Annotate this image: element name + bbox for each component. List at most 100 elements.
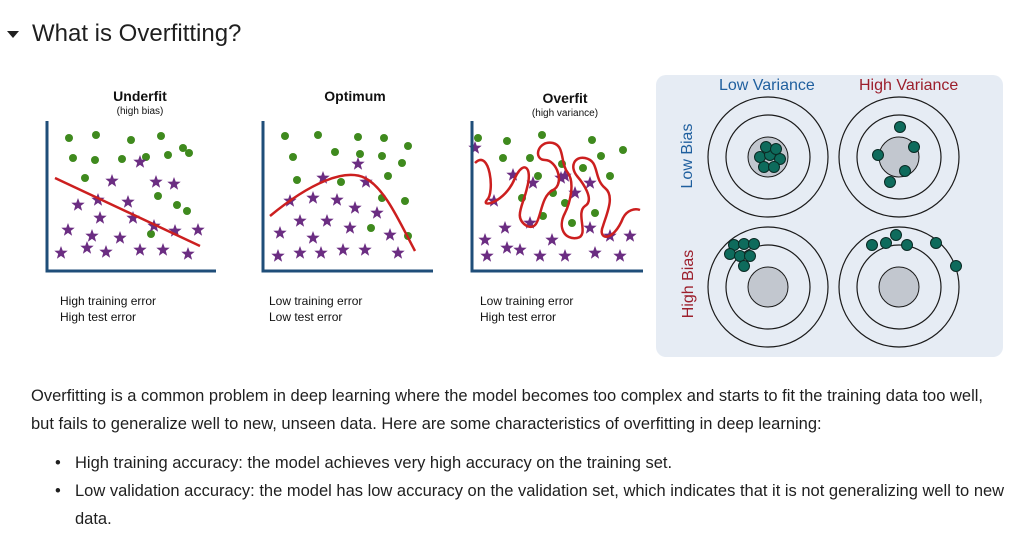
target-hit-dot — [724, 248, 736, 260]
data-star — [306, 191, 320, 204]
data-star — [181, 247, 195, 260]
data-dot — [591, 209, 599, 217]
data-dot — [354, 133, 362, 141]
plot-points — [271, 131, 412, 262]
data-dot — [142, 153, 150, 161]
target-hit-dot — [768, 161, 780, 173]
data-dot — [499, 154, 507, 162]
section-header[interactable]: What is Overfitting? — [0, 14, 241, 54]
data-dot — [503, 137, 511, 145]
data-dot — [356, 150, 364, 158]
data-dot — [154, 192, 162, 200]
data-star — [167, 177, 181, 190]
data-star — [61, 223, 75, 236]
data-dot — [185, 149, 193, 157]
data-star — [126, 211, 140, 224]
data-dot — [157, 132, 165, 140]
data-star — [500, 241, 514, 254]
data-star — [558, 249, 572, 262]
data-star — [523, 216, 537, 229]
data-star — [343, 221, 357, 234]
data-star — [121, 195, 135, 208]
data-dot — [337, 178, 345, 186]
fit-curve — [269, 173, 417, 252]
data-star — [358, 243, 372, 256]
data-star — [623, 229, 637, 242]
data-star — [99, 245, 113, 258]
target-hit-dot — [748, 238, 760, 250]
data-star — [480, 249, 494, 262]
target-hit-dot — [880, 237, 892, 249]
list-item: Low validation accuracy: the model has l… — [55, 477, 1005, 533]
data-star — [85, 229, 99, 242]
data-dot — [173, 201, 181, 209]
data-star — [568, 186, 582, 199]
data-star — [105, 174, 119, 187]
data-dot — [404, 142, 412, 150]
axes — [470, 121, 643, 273]
data-dot — [378, 152, 386, 160]
bias-variance-diagram: Low Variance High Variance Low Bias High… — [656, 75, 1003, 357]
target-hit-dot — [930, 237, 942, 249]
caption-line: Low training error — [269, 294, 363, 308]
data-dot — [118, 155, 126, 163]
data-dot — [289, 153, 297, 161]
panel-subtitle: (high variance) — [531, 108, 599, 119]
target-hit-dot — [774, 153, 786, 165]
fit-curve — [54, 176, 201, 248]
data-star — [133, 243, 147, 256]
overfit-panel: Overfit (high variance) Low training err… — [465, 78, 665, 338]
data-dot — [619, 146, 627, 154]
caption-line: High test error — [60, 310, 137, 324]
data-star — [168, 224, 182, 237]
data-star — [359, 175, 373, 188]
target-hit-dot — [866, 239, 878, 251]
target-hit-dot — [872, 149, 884, 161]
data-star — [191, 223, 205, 236]
target-low-bias-high-variance — [838, 96, 960, 218]
data-star — [293, 214, 307, 227]
data-star — [316, 171, 330, 184]
data-dot — [127, 136, 135, 144]
optimum-plot — [261, 121, 433, 273]
list-item: High training accuracy: the model achiev… — [55, 449, 1005, 477]
caption-line: Low test error — [269, 310, 343, 324]
data-dot — [401, 197, 409, 205]
targets-svg — [707, 96, 962, 348]
data-star — [93, 211, 107, 224]
caption-line: High training error — [60, 294, 157, 308]
target-hit-dot — [744, 250, 756, 262]
data-dot — [526, 154, 534, 162]
data-star — [370, 206, 384, 219]
data-dot — [367, 224, 375, 232]
data-star — [583, 221, 597, 234]
data-star — [613, 249, 627, 262]
target-hit-dot — [738, 260, 750, 272]
target-hit-dot — [734, 250, 746, 262]
caret-down-icon[interactable] — [7, 30, 19, 38]
section-title: What is Overfitting? — [32, 20, 242, 47]
target-hit-dot — [894, 121, 906, 133]
data-dot — [147, 230, 155, 238]
target-hit-dot — [901, 239, 913, 251]
data-dot — [579, 164, 587, 172]
data-star — [506, 168, 520, 181]
target-hit-dot — [884, 176, 896, 188]
data-dot — [164, 151, 172, 159]
data-dot — [183, 207, 191, 215]
overfit-plot — [468, 121, 643, 273]
data-dot — [179, 144, 187, 152]
data-star — [554, 171, 568, 184]
data-star — [320, 214, 334, 227]
data-dot — [534, 172, 542, 180]
data-dot — [81, 174, 89, 182]
data-star — [498, 221, 512, 234]
panel-caption: High training error High test error — [60, 293, 156, 325]
underfit-plot — [45, 121, 216, 273]
optimum-panel: Optimum Low training error Low test erro… — [255, 78, 455, 338]
data-star — [468, 141, 482, 154]
panel-caption: Low training error High test error — [480, 293, 573, 325]
target-hits — [724, 121, 962, 272]
data-dot — [568, 219, 576, 227]
data-dot — [380, 134, 388, 142]
